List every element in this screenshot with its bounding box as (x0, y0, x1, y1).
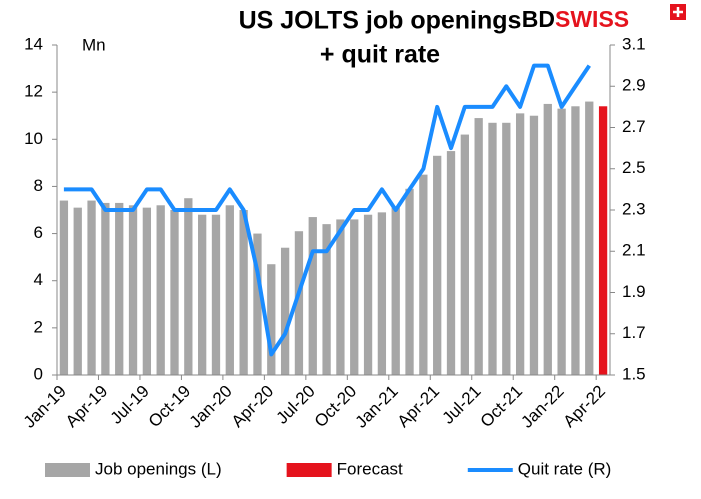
bar (87, 200, 96, 375)
y2-tick-label: 2.1 (622, 241, 646, 260)
bar (474, 118, 483, 376)
y2-tick-label: 3.1 (622, 34, 646, 53)
bar (543, 103, 552, 375)
logo: SWISS (555, 6, 629, 32)
bar (488, 122, 497, 376)
x-tick-label: Oct-19 (145, 382, 195, 432)
bar (557, 108, 566, 376)
bar (391, 207, 400, 375)
bar (267, 264, 276, 375)
x-tick-label: Jul-19 (107, 382, 153, 428)
y2-tick-label: 1.9 (622, 282, 646, 301)
bar (170, 210, 179, 375)
bar (529, 115, 539, 375)
bar (502, 122, 511, 376)
bar (433, 155, 442, 375)
bar (405, 188, 414, 375)
bar (101, 202, 110, 375)
bar (350, 219, 359, 375)
bar (598, 106, 608, 376)
line (63, 63, 591, 357)
bar (336, 219, 345, 375)
x-tick-label: Apr-19 (62, 382, 112, 432)
y-tick-label: 2 (34, 317, 43, 336)
x-tick-label: Apr-21 (394, 382, 444, 432)
legend-swatch (45, 463, 90, 477)
x-tick-label: Jan-22 (517, 382, 567, 432)
logo: BD (522, 6, 555, 32)
bar (184, 198, 193, 375)
bar (294, 231, 304, 375)
bar (585, 101, 594, 376)
bar (59, 200, 69, 375)
y2-tick-label: 1.5 (622, 364, 646, 383)
bar (156, 205, 165, 375)
legend-label: Quit rate (R) (518, 459, 612, 478)
legend-swatch (286, 463, 332, 477)
x-tick-label: Oct-20 (311, 382, 361, 432)
x-tick-label: Apr-20 (228, 382, 278, 432)
bar (115, 202, 124, 375)
bar (419, 174, 428, 375)
bar (571, 106, 580, 376)
y-tick-label: 0 (34, 364, 43, 383)
y-tick-label: 10 (24, 129, 43, 148)
bar (308, 217, 317, 375)
bar (142, 207, 152, 375)
x-tick-label: Jan-20 (186, 382, 236, 432)
y-tick-label: 12 (24, 82, 43, 101)
legend-label: Forecast (337, 459, 403, 478)
y-tick-label: 14 (24, 34, 43, 53)
y2-tick-label: 2.3 (622, 199, 646, 218)
x-tick-label: Jul-20 (273, 382, 319, 428)
y2-tick-label: 2.9 (622, 76, 646, 95)
bar (128, 205, 138, 375)
logo-icon (673, 7, 683, 17)
bar (460, 134, 469, 375)
annotation: Mn (82, 35, 106, 54)
x-tick-label: Oct-21 (477, 382, 527, 432)
bar (446, 151, 456, 375)
chart-title: US JOLTS job openings (239, 7, 522, 35)
bar (280, 247, 290, 375)
x-tick-label: Jan-19 (20, 382, 70, 432)
y2-tick-label: 2.7 (622, 117, 646, 136)
x-tick-label: Apr-22 (560, 382, 610, 432)
y-tick-label: 8 (34, 176, 43, 195)
legend-label: Job openings (L) (95, 459, 222, 478)
bar (198, 214, 207, 375)
y2-tick-label: 1.7 (622, 323, 646, 342)
bar (515, 113, 525, 375)
y2-tick-label: 2.5 (622, 158, 646, 177)
chart-title: + quit rate (320, 41, 440, 69)
y-tick-label: 4 (34, 270, 43, 289)
x-tick-label: Jul-21 (438, 382, 484, 428)
bar (377, 212, 387, 375)
bar (225, 205, 234, 375)
bar (239, 210, 248, 375)
bar (73, 207, 82, 375)
y-tick-label: 6 (34, 223, 43, 242)
bar (253, 233, 262, 375)
bar (211, 214, 221, 375)
bar (363, 214, 373, 375)
bar (322, 224, 331, 375)
x-tick-label: Jan-21 (352, 382, 402, 432)
